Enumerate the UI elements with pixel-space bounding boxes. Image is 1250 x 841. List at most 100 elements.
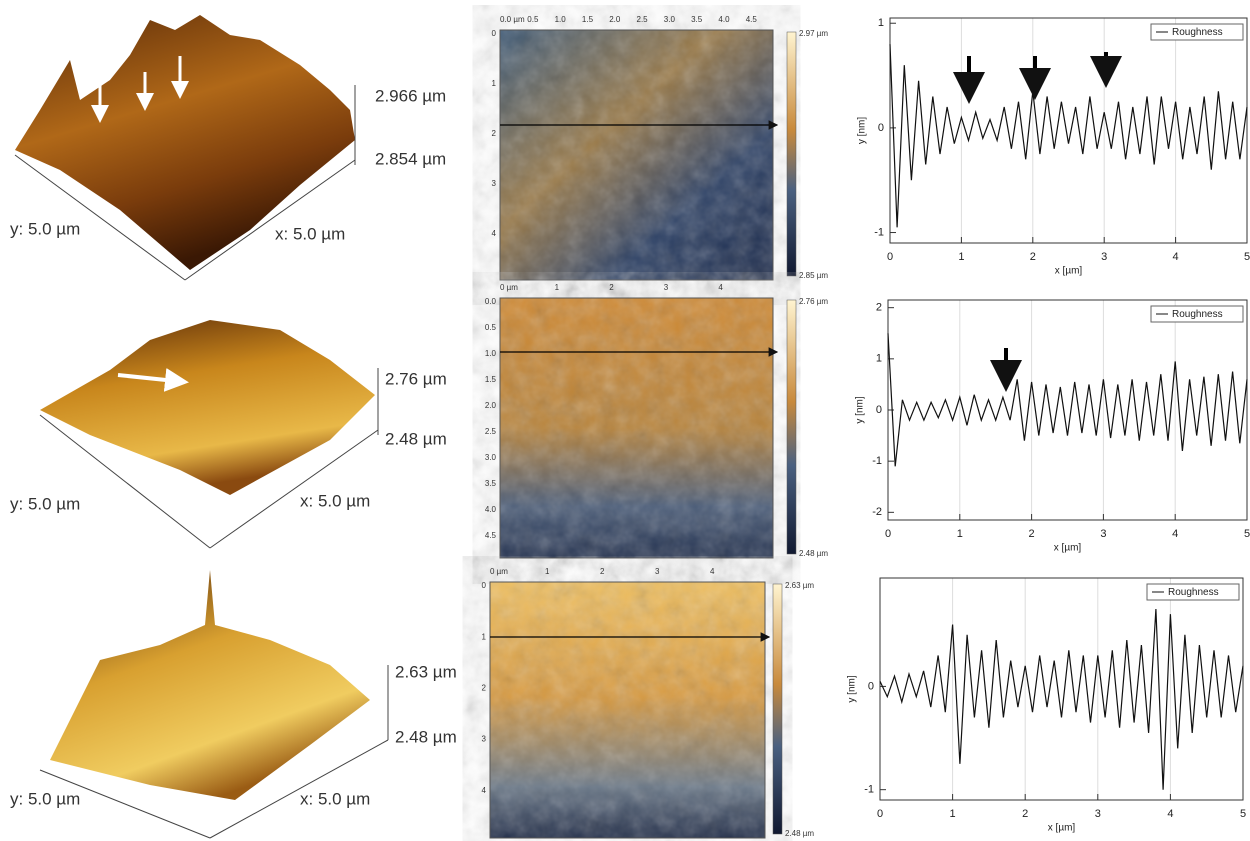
- x-axis-label: x [µm]: [1048, 823, 1076, 834]
- color-scale: [786, 31, 797, 277]
- x-axis-label: x [µm]: [1054, 543, 1082, 554]
- x-tick-label: 5: [1244, 528, 1250, 540]
- map-x-tick: 2: [600, 567, 605, 576]
- x-tick-label: 2: [1022, 808, 1028, 820]
- x-extent-label: x: 5.0 µm: [275, 224, 345, 243]
- y-axis-label: y [nm]: [847, 675, 858, 702]
- x-tick-label: 3: [1095, 808, 1101, 820]
- z-min-label: 2.48 µm: [385, 429, 447, 448]
- y-extent-label: y: 5.0 µm: [10, 219, 80, 238]
- y-tick-label: 0: [868, 680, 874, 692]
- map-x-tick: 1: [545, 567, 550, 576]
- x-tick-label: 0: [885, 528, 891, 540]
- surface-3d: [14, 15, 389, 839]
- x-tick-label: 0: [877, 808, 883, 820]
- y-tick-label: 2: [876, 302, 882, 314]
- x-tick-label: 2: [1029, 528, 1035, 540]
- map-y-tick: 0: [492, 29, 497, 38]
- x-extent-label: x: 5.0 µm: [300, 491, 370, 510]
- map-y-tick: 2.5: [485, 427, 497, 436]
- legend-box: [1146, 583, 1240, 601]
- map-x-tick: 1.5: [582, 15, 594, 24]
- x-tick-label: 4: [1172, 528, 1178, 540]
- x-tick-label: 5: [1244, 251, 1250, 263]
- plot-frame: [889, 17, 1248, 244]
- roughness-line: [879, 608, 1244, 790]
- map-x-tick: 4.5: [746, 15, 758, 24]
- x-tick-label: 4: [1173, 251, 1179, 263]
- x-tick-label: 3: [1101, 251, 1107, 263]
- map-x-tick: 0 µm: [490, 567, 508, 576]
- y-tick-label: 0: [878, 122, 884, 134]
- map-y-tick: 1: [482, 632, 487, 641]
- legend-label: Roughness: [1172, 27, 1223, 38]
- map-x-tick: 4: [718, 283, 723, 292]
- map-y-tick: 0.0: [485, 297, 497, 306]
- x-axis-label: x [µm]: [1055, 266, 1083, 277]
- map-y-tick: 2: [482, 684, 487, 693]
- map-x-tick: 3.5: [691, 15, 703, 24]
- roughness-line: [889, 44, 1248, 228]
- z-max-label: 2.63 µm: [395, 662, 457, 681]
- z-max-label: 2.76 µm: [385, 369, 447, 388]
- map-y-tick: 1: [492, 79, 497, 88]
- map-x-tick: 2.5: [637, 15, 649, 24]
- map-y-tick: 3: [482, 735, 487, 744]
- map-y-tick: 4: [482, 786, 487, 795]
- y-extent-label: y: 5.0 µm: [10, 494, 80, 513]
- map-y-tick: 2: [492, 129, 497, 138]
- map-x-tick: 3: [664, 283, 669, 292]
- scale-min: 2.48 µm: [799, 549, 828, 558]
- scale-max: 2.63 µm: [785, 581, 814, 590]
- y-extent-label: y: 5.0 µm: [10, 789, 80, 808]
- height-map-texture: [500, 298, 773, 558]
- x-tick-label: 5: [1240, 808, 1246, 820]
- height-map-texture: [490, 582, 765, 838]
- map-x-tick: 4.0: [718, 15, 730, 24]
- y-tick-label: -1: [874, 226, 884, 238]
- map-y-tick: 2.0: [485, 401, 497, 410]
- y-tick-label: 1: [878, 17, 884, 29]
- map-x-tick: 0 µm: [500, 283, 518, 292]
- y-tick-label: -2: [872, 506, 882, 518]
- map-x-tick: 4: [710, 567, 715, 576]
- map-y-tick: 3.5: [485, 479, 497, 488]
- scale-min: 2.48 µm: [785, 829, 814, 838]
- x-extent-label: x: 5.0 µm: [300, 789, 370, 808]
- map-frame: [499, 297, 774, 559]
- y-tick-label: 0: [876, 404, 882, 416]
- x-tick-label: 1: [958, 251, 964, 263]
- annotation-arrows: [953, 52, 1122, 392]
- z-max-label: 2.966 µm: [375, 86, 446, 105]
- map-y-tick: 3.0: [485, 453, 497, 462]
- map-y-tick: 4: [492, 229, 497, 238]
- map-x-tick: 0.0 µm: [500, 15, 525, 24]
- map-y-tick: 3: [492, 179, 497, 188]
- map-x-tick: 1.0: [555, 15, 567, 24]
- x-tick-label: 0: [887, 251, 893, 263]
- legend-label: Roughness: [1172, 309, 1223, 320]
- y-tick-label: -1: [864, 784, 874, 796]
- x-tick-label: 4: [1167, 808, 1173, 820]
- map-frame: [499, 29, 774, 281]
- z-min-label: 2.854 µm: [375, 149, 446, 168]
- z-min-label: 2.48 µm: [395, 727, 457, 746]
- afm-maps: 0.0 µm 0.5 1.0 1.5 2.0 2.5 3.0 3.5 4.0 4.5012342.…: [482, 15, 828, 839]
- map-y-tick: 1.0: [485, 349, 497, 358]
- map-x-tick: 3.0: [664, 15, 676, 24]
- map-y-tick: 4.0: [485, 505, 497, 514]
- plot-frame: [879, 577, 1244, 801]
- x-tick-label: 1: [957, 528, 963, 540]
- scale-min: 2.85 µm: [799, 271, 828, 280]
- y-tick-label: 1: [876, 353, 882, 365]
- scale-max: 2.76 µm: [799, 297, 828, 306]
- map-x-tick: 2: [609, 283, 614, 292]
- map-x-tick: 1: [555, 283, 560, 292]
- roughness-line: [887, 333, 1248, 467]
- scale-max: 2.97 µm: [799, 29, 828, 38]
- map-x-tick: 3: [655, 567, 660, 576]
- legend-box: [1150, 23, 1244, 41]
- x-tick-label: 1: [950, 808, 956, 820]
